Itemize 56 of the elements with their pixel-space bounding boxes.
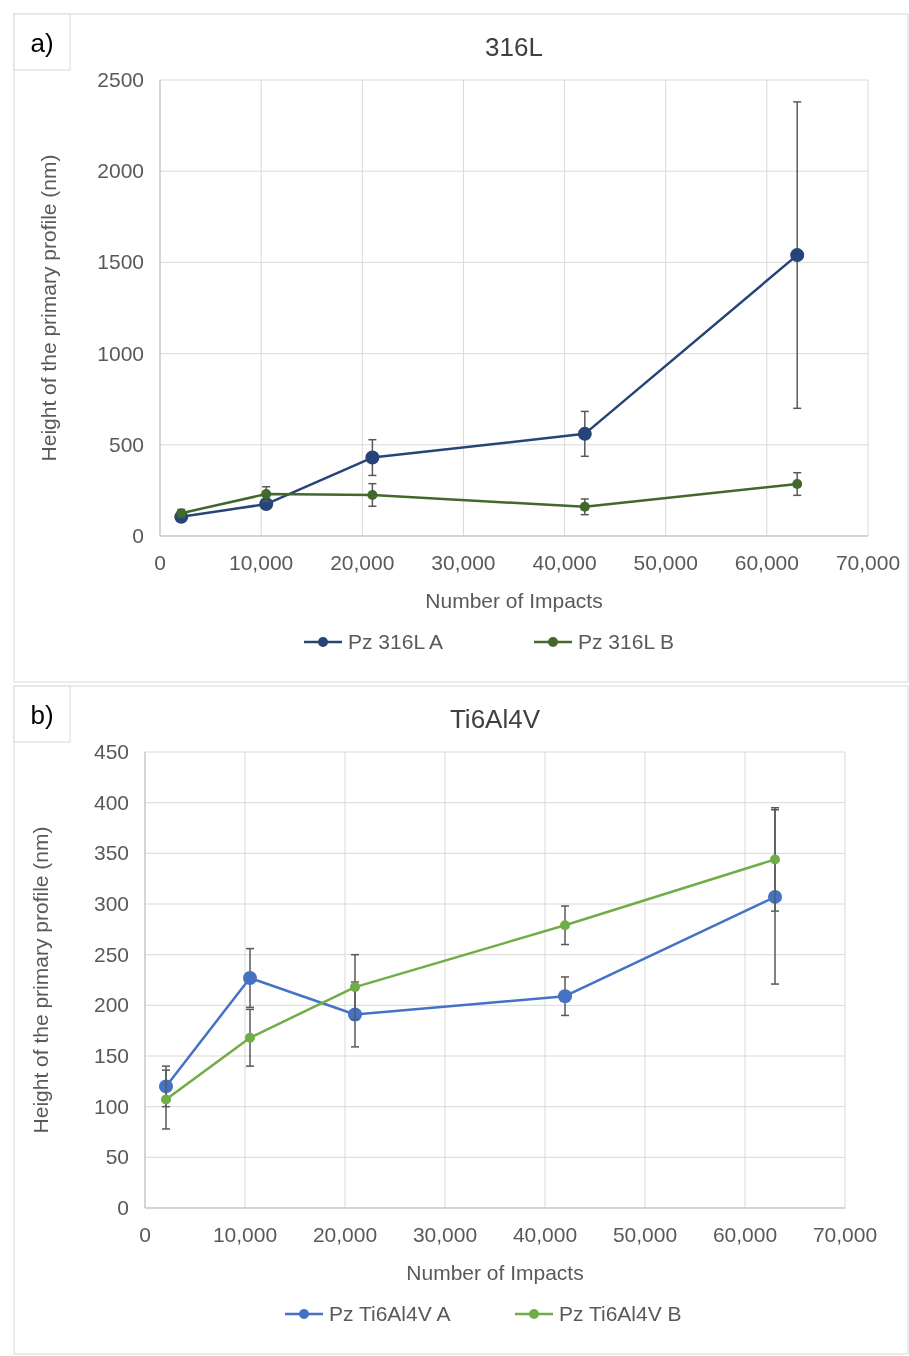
- x-tick-label: 40,000: [512, 1223, 578, 1246]
- y-tick-label: 50: [105, 1145, 129, 1169]
- x-tick-label: 20,000: [312, 1223, 378, 1246]
- point: [790, 248, 805, 263]
- y-tick-label: 1500: [97, 250, 144, 274]
- legend-label: Pz Ti6Al4V B: [559, 1302, 682, 1325]
- x-tick-label: 50,000: [633, 551, 698, 574]
- y-tick-label: 400: [93, 790, 129, 814]
- y-tick-label: 200: [93, 993, 129, 1017]
- y-tick-label: 500: [108, 432, 144, 456]
- point: [365, 450, 380, 465]
- x-tick-label: 60,000: [734, 551, 799, 574]
- legend-label: Pz 316L A: [348, 630, 443, 653]
- y-tick-label: 100: [93, 1094, 129, 1118]
- x-tick-label: 20,000: [330, 551, 395, 574]
- chart-title: Ti6Al4V: [449, 704, 541, 734]
- x-tick-label: 10,000: [229, 551, 294, 574]
- point: [579, 501, 590, 512]
- legend-label: Pz Ti6Al4V A: [329, 1302, 451, 1325]
- x-axis-title: Number of Impacts: [406, 1261, 584, 1284]
- y-tick-label: 250: [93, 942, 129, 966]
- x-tick-label: 70,000: [812, 1223, 878, 1246]
- point: [577, 426, 592, 441]
- x-tick-label: 30,000: [412, 1223, 478, 1246]
- x-tick-label: 50,000: [612, 1223, 678, 1246]
- x-axis-title: Number of Impacts: [425, 589, 603, 612]
- x-tick-label: 60,000: [712, 1223, 778, 1246]
- y-tick-label: 450: [93, 740, 129, 763]
- x-tick-label: 70,000: [835, 551, 901, 574]
- y-axis-title: Height of the primary profile (nm): [37, 154, 60, 462]
- point: [770, 854, 780, 865]
- x-tick-label: 10,000: [212, 1223, 278, 1246]
- point: [560, 920, 570, 931]
- point: [792, 479, 803, 490]
- text: a): [30, 28, 54, 58]
- y-tick-label: 300: [93, 892, 129, 915]
- x-tick-label: 0: [154, 551, 166, 574]
- y-tick-label: 2000: [97, 159, 144, 183]
- point: [558, 989, 572, 1004]
- y-tick-label: 0: [117, 1196, 129, 1219]
- y-tick-label: 2500: [97, 68, 144, 91]
- y-tick-label: 350: [93, 841, 129, 865]
- point: [243, 970, 257, 985]
- point: [245, 1032, 255, 1043]
- x-tick-label: 40,000: [532, 551, 597, 574]
- y-axis-title: Height of the primary profile (nm): [29, 826, 52, 1134]
- y-tick-label: 0: [132, 524, 144, 547]
- y-tick-label: 1000: [97, 341, 144, 365]
- point: [350, 982, 360, 993]
- text: b): [30, 700, 54, 730]
- chart-title: 316L: [485, 32, 543, 62]
- x-tick-label: 30,000: [431, 551, 496, 574]
- point: [367, 489, 378, 500]
- point: [161, 1094, 171, 1105]
- legend-label: Pz 316L B: [578, 630, 675, 653]
- y-tick-label: 150: [93, 1044, 129, 1067]
